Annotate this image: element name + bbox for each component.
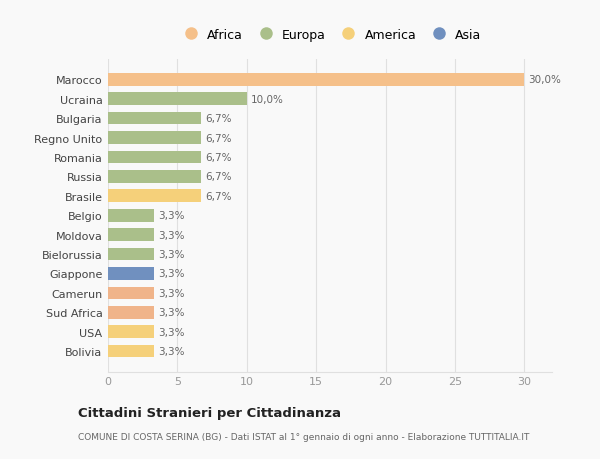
Text: 3,3%: 3,3% xyxy=(158,269,184,279)
Text: 6,7%: 6,7% xyxy=(205,153,232,162)
Bar xyxy=(108,306,154,319)
Bar xyxy=(108,248,154,261)
Bar xyxy=(108,132,201,145)
Text: 10,0%: 10,0% xyxy=(251,95,284,105)
Text: 6,7%: 6,7% xyxy=(205,114,232,124)
Text: 6,7%: 6,7% xyxy=(205,172,232,182)
Bar xyxy=(108,93,247,106)
Text: 3,3%: 3,3% xyxy=(158,211,184,221)
Bar xyxy=(108,287,154,300)
Bar xyxy=(108,345,154,358)
Text: COMUNE DI COSTA SERINA (BG) - Dati ISTAT al 1° gennaio di ogni anno - Elaborazio: COMUNE DI COSTA SERINA (BG) - Dati ISTAT… xyxy=(78,432,529,442)
Text: 6,7%: 6,7% xyxy=(205,133,232,143)
Bar xyxy=(108,74,524,86)
Bar xyxy=(108,325,154,338)
Bar xyxy=(108,229,154,241)
Bar xyxy=(108,268,154,280)
Bar xyxy=(108,112,201,125)
Text: 3,3%: 3,3% xyxy=(158,230,184,240)
Bar xyxy=(108,171,201,183)
Bar xyxy=(108,209,154,222)
Text: 3,3%: 3,3% xyxy=(158,347,184,356)
Text: 6,7%: 6,7% xyxy=(205,191,232,202)
Bar xyxy=(108,151,201,164)
Bar xyxy=(108,190,201,203)
Text: 3,3%: 3,3% xyxy=(158,288,184,298)
Legend: Africa, Europa, America, Asia: Africa, Europa, America, Asia xyxy=(179,28,481,41)
Text: 3,3%: 3,3% xyxy=(158,250,184,259)
Text: 3,3%: 3,3% xyxy=(158,327,184,337)
Text: 3,3%: 3,3% xyxy=(158,308,184,318)
Text: Cittadini Stranieri per Cittadinanza: Cittadini Stranieri per Cittadinanza xyxy=(78,406,341,419)
Text: 30,0%: 30,0% xyxy=(529,75,561,85)
